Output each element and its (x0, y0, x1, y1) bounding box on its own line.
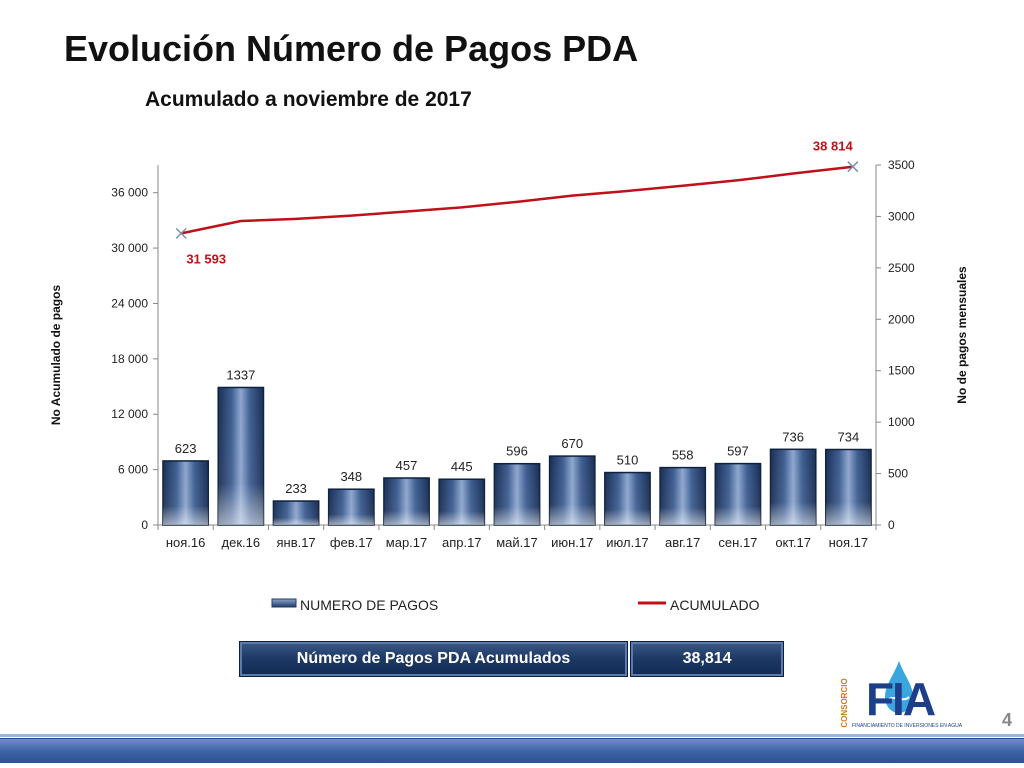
y-right-tick-label: 1500 (888, 364, 915, 378)
x-tick-label: фев.17 (330, 535, 373, 550)
bar-sheen (328, 489, 374, 525)
bar-value-label: 233 (285, 481, 307, 496)
x-tick-label: янв.17 (276, 535, 315, 550)
y-right-tick-label: 2500 (888, 261, 915, 275)
line-marker (175, 227, 187, 239)
y-left-tick-label: 0 (141, 518, 148, 532)
bar-sheen (218, 387, 264, 525)
bar-value-label: 510 (617, 453, 639, 468)
bar-sheen (715, 463, 761, 525)
accumulated-line (180, 165, 853, 235)
logo-letters: FIA (866, 673, 935, 725)
y-right-tick-label: 3500 (888, 158, 915, 172)
bar-sheen (825, 449, 872, 525)
x-tick-label: июл.17 (606, 535, 648, 550)
logo-tagline: FINANCIAMIENTO DE INVERSIONES EN AGUA (852, 723, 963, 729)
x-tick-label: мар.17 (386, 535, 427, 550)
y-right-axis-title: No de pagos mensuales (955, 266, 969, 404)
y-right-tick-label: 0 (888, 518, 895, 532)
bar-value-label: 1337 (226, 367, 255, 382)
page-subtitle: Acumulado a noviembre de 2017 (145, 88, 472, 111)
y-right-tick-label: 2000 (888, 312, 915, 326)
fia-logo: CONSORCIO FIA FINANCIAMIENTO DE INVERSIO… (840, 661, 963, 729)
x-tick-label: июн.17 (551, 535, 593, 550)
bar-value-label: 596 (506, 444, 528, 459)
line-first-label: 31 593 (186, 251, 226, 266)
y-right-tick-label: 3000 (888, 209, 915, 223)
bar-sheen (273, 501, 319, 525)
y-left-tick-label: 36 000 (111, 186, 148, 200)
bar-value-label: 597 (727, 444, 749, 459)
line-marker (847, 161, 859, 173)
legend-line-label: ACUMULADO (670, 597, 760, 613)
bar-value-label: 558 (672, 448, 694, 463)
line-last-label: 38 814 (813, 139, 854, 154)
x-tick-label: ноя.17 (829, 535, 869, 550)
x-tick-label: авг.17 (665, 535, 700, 550)
bar-value-label: 445 (451, 459, 473, 474)
footer-highlight (0, 734, 1024, 737)
bar-value-label: 348 (340, 469, 362, 484)
bar-value-label: 457 (396, 458, 418, 473)
y-left-axis-title: No Acumulado de pagos (49, 285, 63, 426)
x-tick-label: окт.17 (775, 535, 811, 550)
summary-box: Número de Pagos PDA Acumulados 38,814 (239, 641, 784, 677)
x-tick-label: сен.17 (718, 535, 757, 550)
summary-value: 38,814 (630, 641, 784, 677)
y-left-tick-label: 30 000 (111, 241, 148, 255)
bar-value-label: 623 (175, 441, 197, 456)
x-tick-label: май.17 (496, 535, 538, 550)
bar-value-label: 736 (782, 429, 804, 444)
bar-sheen (549, 456, 595, 525)
bar-sheen (383, 477, 430, 525)
bar-sheen (770, 449, 816, 525)
bar-sheen (439, 479, 485, 525)
bar-value-label: 670 (561, 436, 583, 451)
y-left-tick-label: 6 000 (118, 463, 148, 477)
x-tick-label: апр.17 (442, 535, 482, 550)
legend-bar-swatch (271, 598, 297, 608)
summary-label: Número de Pagos PDA Acumulados (239, 641, 629, 677)
y-left-tick-label: 24 000 (111, 296, 148, 310)
bar-sheen (162, 460, 209, 525)
water-drop-icon (885, 661, 913, 713)
page-number: 4 (1002, 710, 1013, 730)
y-right-tick-label: 500 (888, 467, 908, 481)
legend-bar-label: NUMERO DE PAGOS (300, 597, 438, 613)
bar-value-label: 734 (838, 430, 860, 445)
x-tick-label: дек.16 (222, 535, 261, 550)
page-title: Evolución Número de Pagos PDA (64, 28, 639, 69)
x-tick-label: ноя.16 (166, 535, 206, 550)
y-left-tick-label: 18 000 (111, 352, 148, 366)
logo-vertical-text: CONSORCIO (840, 678, 849, 727)
footer-bar (0, 738, 1024, 763)
bar-sheen (604, 472, 651, 525)
bar-sheen (494, 463, 540, 525)
y-left-tick-label: 12 000 (111, 407, 148, 421)
y-right-tick-label: 1000 (888, 415, 915, 429)
payments-chart: 0 6 000 12 000 18 000 24 000 30 000 36 000 0 500… (49, 139, 969, 613)
bar-sheen (660, 467, 706, 525)
